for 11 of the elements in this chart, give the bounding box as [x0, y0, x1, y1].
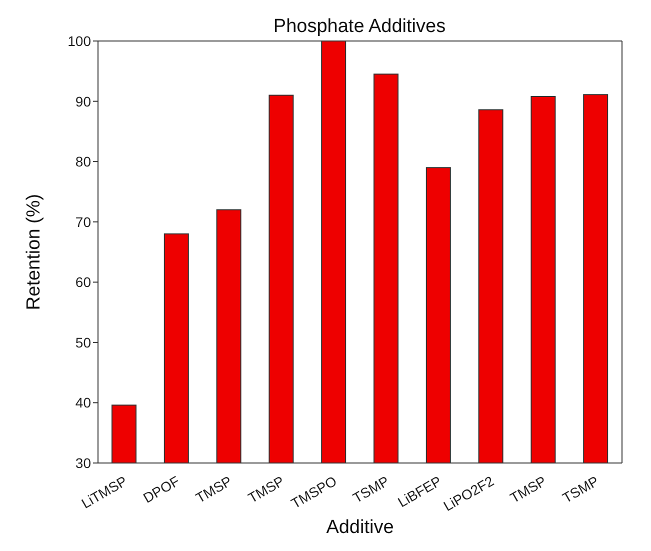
y-tick-label: 30 [75, 454, 92, 471]
chart-title: Phosphate Additives [273, 16, 446, 37]
y-tick-label: 70 [75, 214, 92, 230]
y-tick-label: 40 [75, 394, 92, 411]
y-tick-label: 50 [75, 334, 92, 350]
y-tick-label: 60 [75, 274, 92, 290]
y-tick-label: 100 [68, 32, 92, 49]
y-tick-label: 80 [75, 154, 92, 170]
y-tick-label: 90 [75, 93, 92, 110]
x-axis-title: Additive [326, 517, 394, 538]
y-axis-title: Retention (%) [24, 194, 45, 310]
